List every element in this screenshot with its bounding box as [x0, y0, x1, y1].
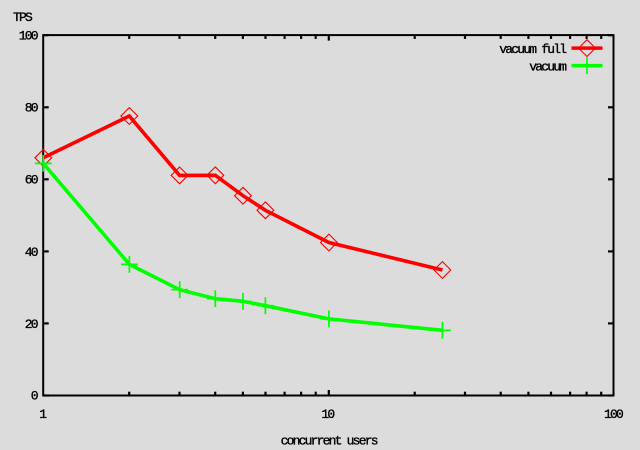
svg-text:10: 10 [321, 407, 334, 422]
svg-text:TPS: TPS [13, 10, 33, 25]
svg-text:0: 0 [31, 389, 38, 404]
svg-text:vacuum: vacuum [529, 60, 567, 75]
svg-text:20: 20 [25, 317, 38, 332]
svg-text:80: 80 [25, 101, 38, 116]
svg-text:100: 100 [19, 29, 38, 44]
svg-text:100: 100 [604, 407, 623, 422]
svg-text:vacuum full: vacuum full [499, 42, 567, 57]
svg-text:60: 60 [25, 173, 38, 188]
svg-text:40: 40 [25, 245, 38, 260]
svg-text:1: 1 [39, 407, 47, 422]
svg-text:concurrent users: concurrent users [281, 434, 378, 449]
